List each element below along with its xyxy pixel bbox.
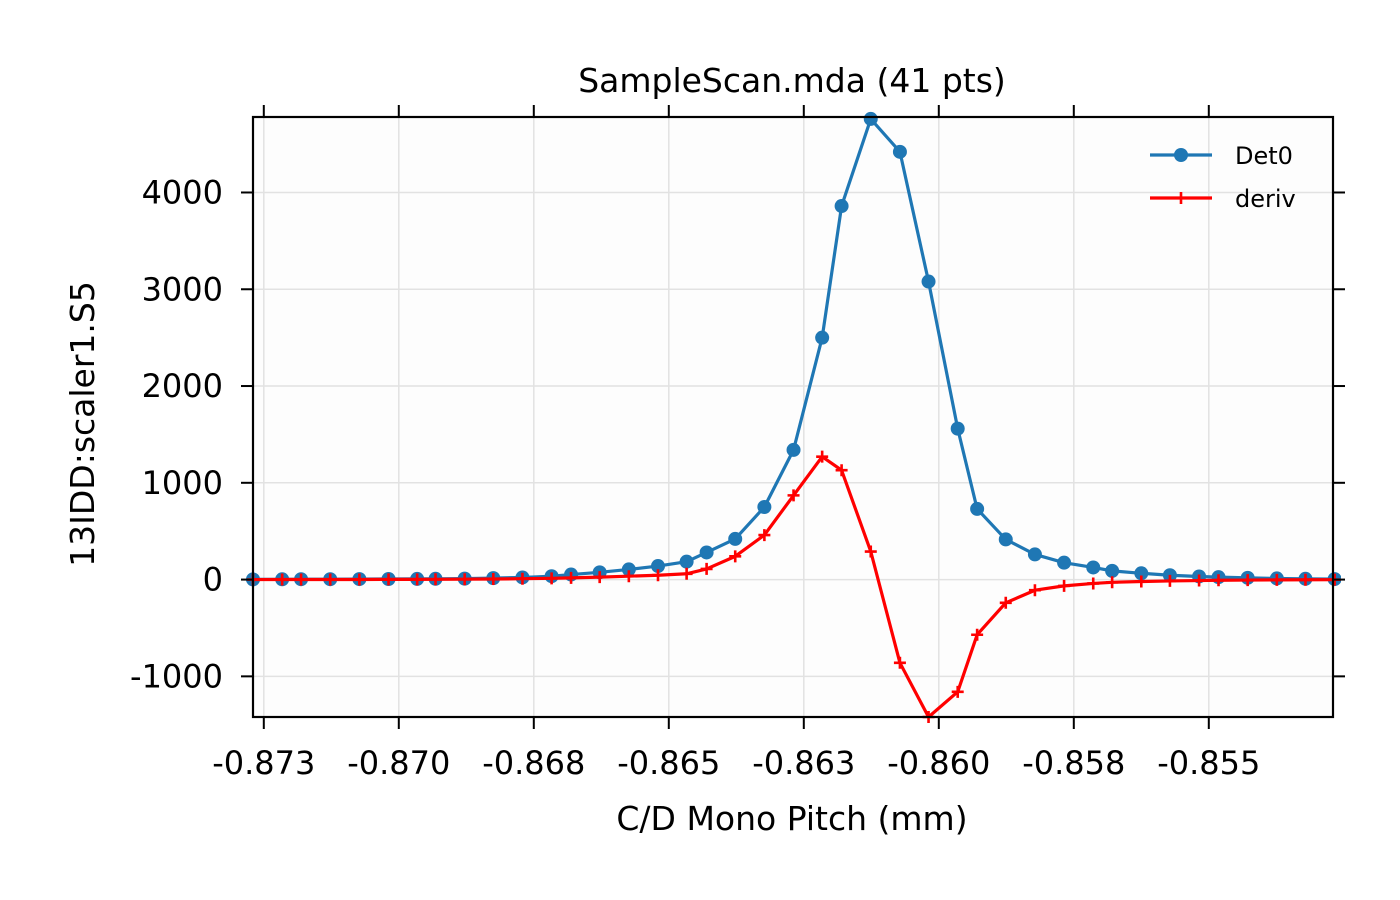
det0-point xyxy=(651,559,665,574)
det0-point xyxy=(921,274,936,289)
deriv-point xyxy=(1106,576,1119,589)
deriv-point xyxy=(758,529,771,542)
y-tick-label: 2000 xyxy=(142,367,223,405)
deriv-point xyxy=(353,573,366,586)
grid xyxy=(253,117,1333,717)
deriv-point xyxy=(680,567,693,580)
det0-point xyxy=(970,501,985,516)
deriv-point xyxy=(951,685,964,698)
deriv-point xyxy=(729,550,742,563)
deriv-point xyxy=(1241,574,1254,587)
deriv-point xyxy=(971,628,984,641)
deriv-point xyxy=(864,545,877,558)
y-tick-label: 1000 xyxy=(142,464,223,502)
plot-area xyxy=(253,117,1333,717)
det0-point xyxy=(679,554,694,569)
legend-marker-deriv xyxy=(1175,192,1187,204)
deriv-point xyxy=(487,573,500,585)
det0-point xyxy=(699,545,714,560)
det0-point xyxy=(621,562,636,577)
deriv-point xyxy=(1299,573,1312,586)
x-tick-label: -0.858 xyxy=(1022,744,1125,782)
y-axis-title: 13IDD:scaler1.S5 xyxy=(63,281,102,567)
deriv-point xyxy=(516,572,529,585)
legend-label-deriv: deriv xyxy=(1235,185,1296,213)
deriv-point xyxy=(545,572,558,585)
det0-point xyxy=(786,442,801,457)
deriv-point xyxy=(700,562,713,575)
det0-point xyxy=(863,111,878,126)
x-tick-label: -0.865 xyxy=(617,744,720,782)
det0-point xyxy=(950,421,965,436)
legend-item-deriv: deriv xyxy=(1150,185,1296,213)
det0-point xyxy=(1027,547,1042,562)
x-tick-label: -0.855 xyxy=(1157,744,1260,782)
y-tick-label: 4000 xyxy=(142,173,223,211)
deriv-point xyxy=(429,573,442,586)
det0-point xyxy=(998,532,1013,547)
x-tick-label: -0.870 xyxy=(347,744,450,782)
det0-point xyxy=(757,500,772,514)
deriv-point xyxy=(1163,574,1176,587)
det0-point xyxy=(1105,563,1120,578)
det0-point xyxy=(1086,560,1101,575)
deriv-point xyxy=(1058,579,1071,592)
y-tick-label: 3000 xyxy=(142,270,223,308)
deriv-point xyxy=(1135,575,1148,588)
legend-marker-det0 xyxy=(1174,148,1188,162)
det0-point xyxy=(892,144,907,159)
deriv-point xyxy=(382,573,395,586)
legend-label-det0: Det0 xyxy=(1235,142,1293,170)
x-axis-title: C/D Mono Pitch (mm) xyxy=(616,799,967,838)
deriv-point xyxy=(652,569,664,582)
x-tick-label: -0.860 xyxy=(887,744,990,782)
chart-title: SampleScan.mda (41 pts) xyxy=(578,61,1006,100)
det0-point xyxy=(834,199,849,214)
x-tick-label: -0.873 xyxy=(212,744,315,782)
x-tick-label: -0.868 xyxy=(482,744,585,782)
det0-point xyxy=(815,330,830,345)
det0-point xyxy=(1134,566,1149,581)
deriv-point xyxy=(276,573,289,586)
legend: Det0 deriv xyxy=(1150,142,1296,213)
x-tick-label: -0.863 xyxy=(752,744,855,782)
deriv-point xyxy=(787,489,800,502)
y-tick-label: -1000 xyxy=(130,657,223,695)
plot-frame xyxy=(251,115,1335,719)
deriv-point xyxy=(565,571,578,584)
deriv-point xyxy=(593,571,606,584)
legend-item-det0: Det0 xyxy=(1150,142,1293,170)
deriv-point xyxy=(835,464,848,477)
det0-point xyxy=(1057,555,1072,570)
deriv-point xyxy=(1212,574,1225,587)
deriv-point xyxy=(295,573,308,586)
deriv-point xyxy=(1087,577,1100,590)
deriv-point xyxy=(622,570,635,583)
deriv-point xyxy=(893,656,906,669)
deriv-point xyxy=(1028,584,1041,597)
deriv-point xyxy=(999,596,1012,609)
ticks xyxy=(241,105,1345,729)
deriv-point xyxy=(458,573,471,586)
deriv-point xyxy=(816,450,829,463)
det0-point xyxy=(728,531,743,546)
y-tick-label: 0 xyxy=(203,561,223,599)
deriv-point xyxy=(411,573,424,586)
deriv-point xyxy=(1270,573,1283,586)
deriv-point xyxy=(324,573,337,586)
deriv-point xyxy=(1193,574,1206,587)
tick-labels: -0.873 -0.870 -0.868 -0.865 -0.863 -0.860 -0.8… xyxy=(130,173,1260,782)
